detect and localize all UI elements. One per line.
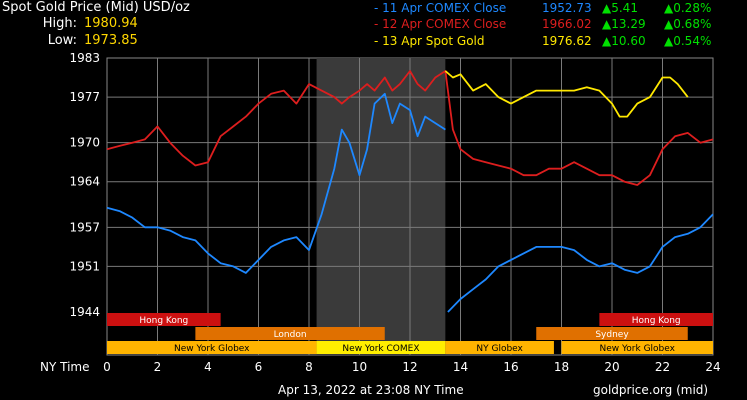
session-bar bbox=[599, 313, 713, 326]
y-tick-label: 1977 bbox=[69, 90, 100, 104]
high-label: High: bbox=[42, 16, 77, 31]
legend-percent: ▲0.54% bbox=[664, 34, 712, 48]
x-tick-label: 2 bbox=[154, 360, 162, 374]
x-tick-label: 16 bbox=[503, 360, 518, 374]
x-tick-label: 14 bbox=[453, 360, 468, 374]
session-label: New York COMEX bbox=[342, 344, 419, 354]
series-line bbox=[106, 70, 714, 186]
y-tick-label: 1957 bbox=[69, 220, 100, 234]
legend-percent: ▲0.68% bbox=[664, 17, 712, 31]
session-label: New York Globex bbox=[600, 344, 676, 354]
session-label: New York Globex bbox=[174, 344, 250, 354]
series-line bbox=[444, 70, 689, 118]
legend-name: - 13 Apr Spot Gold bbox=[374, 34, 485, 48]
legend-percent: ▲0.28% bbox=[664, 1, 712, 15]
legend-change: ▲10.60 bbox=[602, 34, 646, 48]
x-tick-label: 8 bbox=[305, 360, 313, 374]
x-tick-label: 6 bbox=[255, 360, 263, 374]
legend-price: 1952.73 bbox=[542, 1, 592, 15]
x-axis: 0 2 4 6 8 10 12 14 16 18 20 22 24 bbox=[103, 360, 720, 374]
session-bar bbox=[316, 341, 446, 354]
session-label: Hong Kong bbox=[139, 316, 188, 326]
legend-change: ▲5.41 bbox=[602, 1, 638, 15]
y-tick-label: 1970 bbox=[69, 136, 100, 150]
session-bar bbox=[536, 327, 688, 340]
y-tick-label: 1983 bbox=[69, 51, 100, 65]
grid-lines bbox=[107, 58, 713, 355]
legend-item-12apr: - 12 Apr COMEX Close 1966.02 ▲13.29 ▲0.6… bbox=[374, 17, 744, 33]
session-label: Hong Kong bbox=[632, 316, 681, 326]
x-tick-label: 0 bbox=[103, 360, 111, 374]
high-value: 1980.94 bbox=[84, 16, 138, 31]
footer-source: goldprice.org (mid) bbox=[593, 383, 709, 397]
session-bar bbox=[445, 341, 554, 354]
footer-timestamp: Apr 13, 2022 at 23:08 NY Time bbox=[278, 383, 464, 397]
low-label: Low: bbox=[47, 33, 77, 48]
low-value: 1973.85 bbox=[84, 33, 138, 48]
session-bar bbox=[195, 327, 385, 340]
x-tick-label: 12 bbox=[402, 360, 417, 374]
y-axis: 1944 1951 1957 1964 1970 1977 1983 bbox=[69, 51, 100, 319]
x-tick-label: 18 bbox=[554, 360, 569, 374]
x-tick-label: 22 bbox=[655, 360, 670, 374]
y-tick-label: 1964 bbox=[69, 175, 100, 189]
x-axis-label: NY Time bbox=[40, 360, 90, 374]
y-tick-label: 1951 bbox=[69, 259, 100, 273]
legend-name: - 11 Apr COMEX Close bbox=[374, 1, 507, 15]
session-bar bbox=[107, 313, 221, 326]
session-bar bbox=[107, 341, 317, 354]
session-bars: Hong Kong Hong Kong London Sydney New York G… bbox=[107, 313, 713, 354]
x-tick-label: 24 bbox=[705, 360, 720, 374]
x-tick-label: 20 bbox=[604, 360, 619, 374]
legend-price: 1976.62 bbox=[542, 34, 592, 48]
series-line bbox=[106, 92, 714, 313]
y-tick-label: 1944 bbox=[69, 305, 100, 319]
session-bar bbox=[561, 341, 713, 354]
chart-title: Spot Gold Price (Mid) USD/oz bbox=[2, 0, 190, 15]
price-chart: Hong Kong Hong Kong London Sydney New York G… bbox=[40, 51, 721, 374]
session-label: Sydney bbox=[595, 330, 629, 340]
legend-item-11apr: - 11 Apr COMEX Close 1952.73 ▲5.41 ▲0.28… bbox=[374, 1, 744, 17]
session-label: London bbox=[274, 330, 307, 340]
series-lines bbox=[106, 70, 714, 313]
comex-band bbox=[316, 58, 446, 355]
x-tick-label: 4 bbox=[204, 360, 212, 374]
comex-highlight bbox=[316, 58, 446, 355]
legend-change: ▲13.29 bbox=[602, 17, 646, 31]
legend-name: - 12 Apr COMEX Close bbox=[374, 17, 507, 31]
session-label: NY Globex bbox=[476, 344, 523, 354]
legend-price: 1966.02 bbox=[542, 17, 592, 31]
legend-item-13apr: - 13 Apr Spot Gold 1976.62 ▲10.60 ▲0.54% bbox=[374, 34, 744, 50]
x-tick-label: 10 bbox=[352, 360, 367, 374]
